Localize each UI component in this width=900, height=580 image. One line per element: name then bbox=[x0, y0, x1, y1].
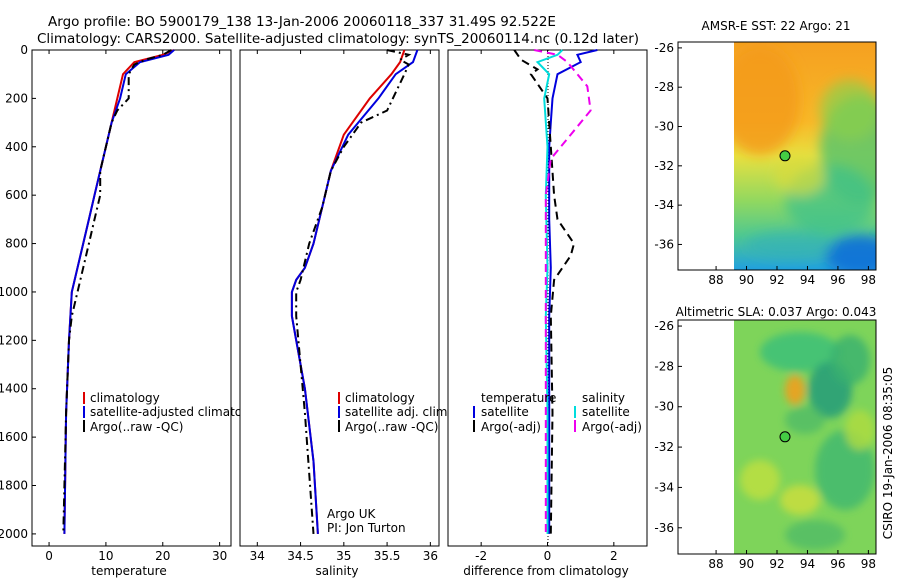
temperature-panel: 0 200 400 600 800 1000 1200 1400 1600 1800 2000 0 1… bbox=[0, 43, 260, 578]
lat-tick-label: -34 bbox=[654, 198, 674, 212]
temperature-legend: climatology satellite-adjusted climatolo… bbox=[83, 391, 260, 434]
lat-tick-label: -30 bbox=[654, 120, 674, 134]
lon-tick-label: 88 bbox=[708, 273, 723, 287]
depth-tick-label: 2000 bbox=[0, 527, 28, 541]
legend-argo: Argo(..raw -QC) bbox=[90, 420, 183, 434]
sla-field bbox=[734, 320, 876, 554]
series-line bbox=[548, 49, 598, 534]
depth-tick-label: 200 bbox=[5, 91, 28, 105]
lon-tick-label: 92 bbox=[769, 273, 784, 287]
depth-tick-label: 600 bbox=[5, 188, 28, 202]
depth-tick-label: 800 bbox=[5, 237, 28, 251]
depth-tick-label: 0 bbox=[20, 43, 28, 57]
series-line bbox=[533, 49, 592, 534]
temperature-lines bbox=[62, 49, 175, 534]
difference-panel: -2 0 2 temperature satellite Argo(-adj) sa… bbox=[447, 49, 648, 578]
lat-tick-label: -26 bbox=[654, 319, 674, 333]
legend-sal-argo: Argo(-adj) bbox=[582, 420, 642, 434]
salinity-axes-frame bbox=[239, 49, 440, 547]
x-tick-label: 2 bbox=[610, 549, 618, 563]
sst-map-axes: 88 90 92 94 96 98 -26 -28 -30 -32 -34 -36 bbox=[654, 41, 876, 287]
lon-tick-label: 92 bbox=[769, 557, 784, 571]
difference-legend: temperature satellite Argo(-adj) salinit… bbox=[473, 391, 642, 434]
figure-title-line2: Climatology: CARS2000. Satellite-adjuste… bbox=[37, 31, 639, 47]
salinity-panel: 34 34.5 35 35.5 36 climatology satellite adj… bbox=[239, 49, 451, 578]
lat-tick-label: -28 bbox=[654, 359, 674, 373]
lon-tick-label: 88 bbox=[708, 557, 723, 571]
lon-tick-label: 90 bbox=[739, 557, 754, 571]
depth-tick-label: 1400 bbox=[0, 382, 28, 396]
legend-climatology: climatology bbox=[345, 391, 415, 405]
sst-map-title: AMSR-E SST: 22 Argo: 21 bbox=[702, 19, 851, 33]
lat-tick-label: -36 bbox=[654, 521, 674, 535]
salinity-lines bbox=[290, 49, 419, 534]
salinity-legend: climatology satellite adj. clim. Argo(..… bbox=[338, 391, 451, 434]
depth-tick-label: 1200 bbox=[0, 333, 28, 347]
lon-tick-label: 96 bbox=[830, 273, 845, 287]
sla-map: Altimetric SLA: 0.037 Argo: 0.043 88 90 92… bbox=[654, 305, 877, 571]
sla-map-axes: 88 90 92 94 96 98 -26 -28 -30 -32 -34 -36 bbox=[654, 319, 876, 571]
depth-tick-label: 1600 bbox=[0, 430, 28, 444]
x-tick-label: 35 bbox=[336, 549, 351, 563]
lon-tick-label: 98 bbox=[861, 557, 876, 571]
legend-temperature-title: temperature bbox=[481, 391, 556, 405]
legend-sal-satellite: satellite bbox=[582, 405, 630, 419]
sst-field bbox=[734, 42, 876, 270]
lat-tick-label: -32 bbox=[654, 440, 674, 454]
x-tick-label: 35.5 bbox=[374, 549, 401, 563]
lon-tick-label: 98 bbox=[861, 273, 876, 287]
lon-tick-label: 90 bbox=[739, 273, 754, 287]
difference-xlabel: difference from climatology bbox=[463, 564, 629, 578]
depth-tick-label: 400 bbox=[5, 140, 28, 154]
legend-salinity-title: salinity bbox=[582, 391, 625, 405]
principal-investigator: PI: Jon Turton bbox=[327, 521, 406, 535]
lat-tick-label: -34 bbox=[654, 480, 674, 494]
series-line bbox=[62, 49, 172, 534]
lat-tick-label: -30 bbox=[654, 400, 674, 414]
legend-climatology: climatology bbox=[90, 391, 160, 405]
argo-float-marker bbox=[779, 431, 791, 443]
series-line bbox=[295, 49, 412, 534]
x-tick-label: 10 bbox=[98, 549, 113, 563]
depth-tick-label: 1000 bbox=[0, 285, 28, 299]
temperature-xlabel: temperature bbox=[91, 564, 166, 578]
lat-tick-label: -28 bbox=[654, 80, 674, 94]
legend-temp-argo: Argo(-adj) bbox=[481, 420, 541, 434]
lat-tick-label: -26 bbox=[654, 41, 674, 55]
lon-tick-label: 94 bbox=[800, 557, 815, 571]
lon-tick-label: 94 bbox=[800, 273, 815, 287]
difference-lines bbox=[513, 49, 598, 534]
temperature-x-axis: 0 10 20 30 bbox=[45, 50, 227, 563]
legend-satellite-adjusted: satellite-adjusted climatolog bbox=[90, 405, 260, 419]
argo-float-marker bbox=[779, 150, 791, 162]
x-tick-label: 30 bbox=[212, 549, 227, 563]
x-tick-label: -2 bbox=[475, 549, 487, 563]
lon-tick-label: 96 bbox=[830, 557, 845, 571]
depth-axis: 0 200 400 600 800 1000 1200 1400 1600 1800 2000 bbox=[0, 43, 36, 541]
series-line bbox=[513, 49, 576, 534]
timestamp-label: CSIRO 19-Jan-2006 08:35:05 bbox=[881, 367, 895, 539]
x-tick-label: 20 bbox=[155, 549, 170, 563]
figure-title-line1: Argo profile: BO 5900179_138 13-Jan-2006… bbox=[48, 14, 556, 30]
lat-tick-label: -36 bbox=[654, 237, 674, 251]
x-tick-label: 0 bbox=[544, 549, 552, 563]
lat-tick-label: -32 bbox=[654, 159, 674, 173]
legend-satellite-adj: satellite adj. clim. bbox=[345, 405, 451, 419]
x-tick-label: 34 bbox=[250, 549, 265, 563]
series-line bbox=[290, 49, 419, 534]
sst-map: AMSR-E SST: 22 Argo: 21 88 90 92 94 96 98 -26 -… bbox=[654, 19, 877, 287]
temperature-axes-frame bbox=[31, 49, 232, 547]
legend-temp-satellite: satellite bbox=[481, 405, 529, 419]
salinity-x-axis: 34 34.5 35 35.5 36 bbox=[250, 50, 438, 563]
salinity-xlabel: salinity bbox=[315, 564, 358, 578]
x-tick-label: 34.5 bbox=[287, 549, 314, 563]
x-tick-label: 36 bbox=[423, 549, 438, 563]
float-owner: Argo UK bbox=[327, 507, 376, 521]
sla-map-title: Altimetric SLA: 0.037 Argo: 0.043 bbox=[676, 305, 877, 319]
x-tick-label: 0 bbox=[45, 549, 53, 563]
legend-argo: Argo(..raw -QC) bbox=[345, 420, 438, 434]
depth-tick-label: 1800 bbox=[0, 479, 28, 493]
